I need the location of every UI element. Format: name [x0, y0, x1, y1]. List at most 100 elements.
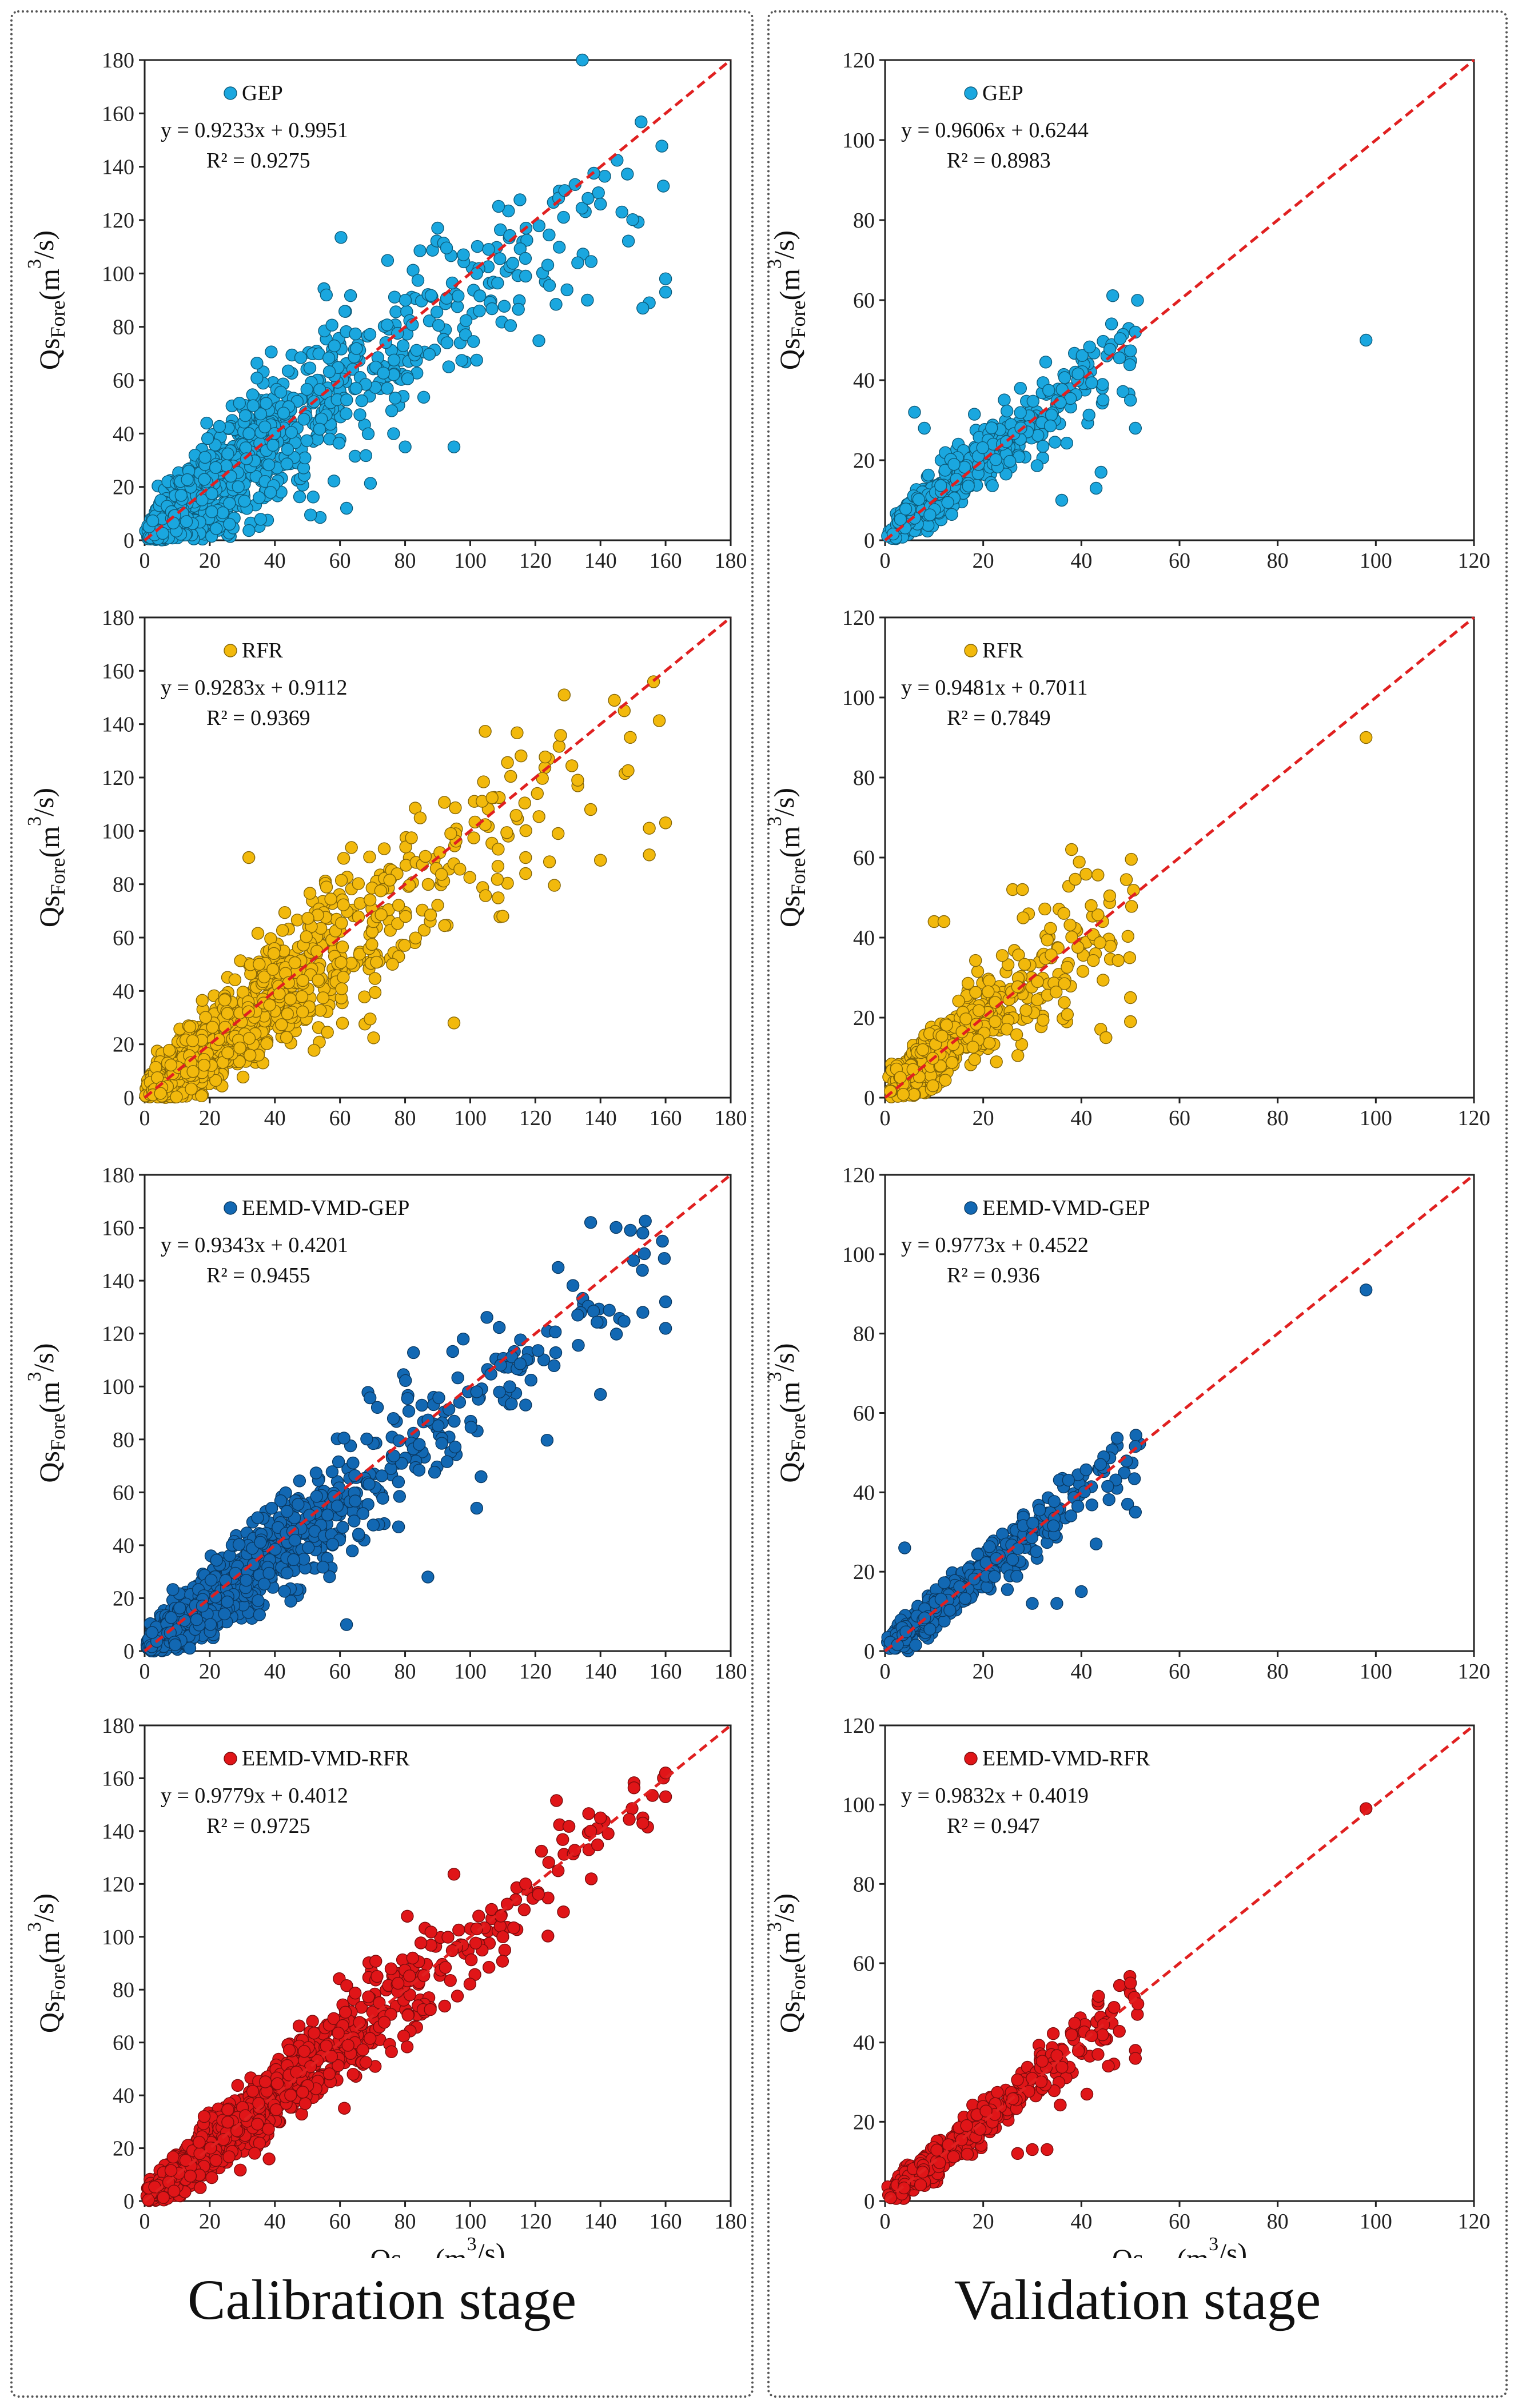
data-point: [205, 487, 218, 500]
data-point: [967, 408, 981, 421]
data-point: [1094, 465, 1107, 479]
scatter-panel-rfr-calibration: 0 20 40 60 80 100 120 140 160 1800204060801001201…: [24, 606, 747, 1130]
data-point: [1086, 954, 1100, 967]
data-point: [374, 884, 387, 898]
data-point: [336, 1521, 349, 1534]
data-point: [945, 1056, 959, 1069]
data-point: [572, 1338, 585, 1352]
data-point: [346, 1544, 359, 1557]
data-point: [370, 1401, 384, 1414]
data-point: [536, 772, 549, 785]
regression-equation: y = 0.9606x + 0.6244: [901, 118, 1089, 142]
x-tick-label: 60: [1169, 1106, 1190, 1130]
y-tick-label: 140: [102, 1269, 134, 1293]
data-point: [366, 1518, 380, 1532]
data-point: [947, 458, 961, 471]
data-point: [1093, 936, 1107, 950]
y-tick-label: 40: [113, 422, 134, 446]
x-tick-label: 100: [1360, 1106, 1392, 1130]
data-point: [251, 927, 265, 940]
data-point: [273, 987, 286, 1000]
data-point: [221, 1046, 234, 1059]
data-point: [162, 1043, 176, 1057]
data-point: [995, 949, 1009, 962]
y-axis-label: QsFore(m3/s): [764, 230, 810, 370]
data-point: [1014, 406, 1027, 419]
data-point: [532, 810, 545, 823]
data-point: [659, 816, 672, 830]
data-point: [912, 493, 926, 506]
data-point: [531, 787, 544, 800]
data-point: [363, 850, 376, 864]
y-tick-label: 120: [102, 766, 134, 790]
data-point: [387, 1412, 400, 1425]
data-point: [501, 756, 514, 770]
x-tick-label: 60: [329, 2210, 351, 2234]
data-point: [233, 1041, 246, 1055]
data-point: [459, 314, 473, 327]
x-tick-label: 160: [650, 549, 682, 573]
x-tick-label: 20: [973, 549, 994, 573]
data-point: [513, 1357, 527, 1370]
data-point: [983, 1036, 996, 1050]
data-point: [346, 1456, 360, 1470]
data-point: [519, 851, 532, 864]
data-point: [952, 994, 965, 1008]
data-point: [549, 1325, 562, 1338]
data-point: [377, 842, 391, 855]
data-point: [442, 360, 455, 373]
y-axis-label: QsFore(m3/s): [764, 1343, 810, 1482]
data-point: [548, 879, 561, 892]
data-point: [213, 420, 226, 433]
data-point: [281, 442, 294, 456]
data-point: [201, 432, 214, 445]
x-tick-label: 160: [650, 1660, 682, 1684]
y-tick-label: 60: [113, 369, 134, 393]
data-point: [321, 1508, 334, 1522]
data-point: [164, 1058, 178, 1072]
data-point: [1063, 918, 1077, 932]
x-tick-label: 80: [1267, 1106, 1289, 1130]
data-point: [232, 1538, 246, 1551]
x-tick-label: 40: [1070, 1660, 1092, 1684]
x-tick-label: 100: [1360, 549, 1392, 573]
data-point: [321, 1026, 334, 1039]
data-point: [1113, 351, 1126, 365]
data-point: [512, 302, 525, 316]
data-point: [399, 910, 412, 923]
x-tick-label: 20: [199, 1106, 221, 1130]
r-squared-label: R² = 0.9275: [206, 149, 310, 173]
data-point: [1071, 367, 1085, 381]
data-point: [438, 796, 451, 809]
y-tick-label: 120: [102, 1872, 134, 1896]
data-point: [332, 437, 346, 450]
data-point: [1082, 408, 1095, 422]
data-point: [494, 223, 507, 237]
data-point: [1049, 985, 1063, 999]
data-point: [923, 508, 937, 521]
data-point: [552, 740, 566, 753]
data-point: [552, 1261, 565, 1274]
data-point: [183, 1020, 197, 1034]
data-point: [440, 336, 454, 349]
data-points-gep: [881, 289, 1373, 545]
data-point: [350, 342, 363, 355]
y-tick-label: 40: [113, 979, 134, 1003]
y-tick-label: 160: [102, 659, 134, 683]
data-point: [971, 964, 985, 978]
data-point: [174, 489, 188, 502]
data-point: [485, 791, 499, 804]
x-tick-label: 120: [519, 2210, 552, 2234]
x-tick-label: 0: [140, 549, 150, 573]
legend-marker: [964, 644, 978, 657]
data-point: [1129, 1429, 1142, 1442]
data-point: [198, 450, 212, 464]
data-point: [1010, 1569, 1023, 1583]
data-point: [971, 1548, 985, 1561]
data-point: [1018, 958, 1031, 971]
data-point: [364, 1012, 377, 1026]
y-tick-label: 100: [102, 1925, 134, 1949]
data-point: [1030, 1545, 1043, 1558]
data-point: [405, 831, 418, 844]
